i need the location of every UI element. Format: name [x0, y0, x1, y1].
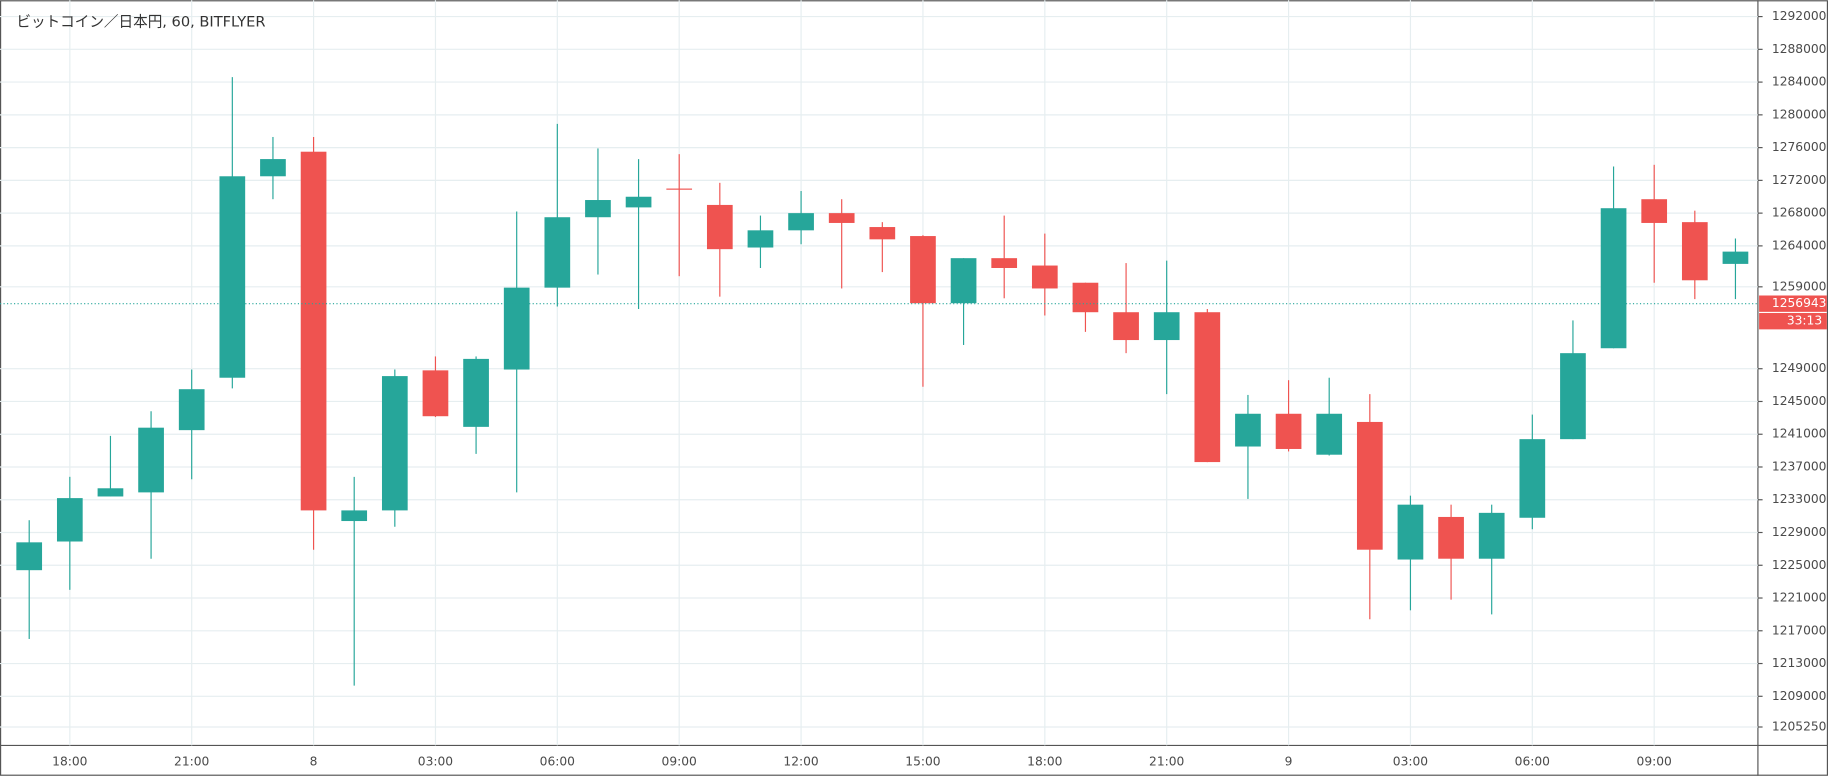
- candle-body: [1153, 312, 1180, 341]
- x-tick-label: 03:00: [418, 754, 453, 768]
- candle-body: [260, 159, 286, 177]
- candle-body: [381, 376, 408, 511]
- x-tick-label: 09:00: [1637, 754, 1672, 768]
- candle-body: [422, 370, 449, 417]
- x-tick-label: 21:00: [174, 754, 209, 768]
- chart-title: ビットコイン／日本円, 60, BITFLYER: [16, 13, 265, 30]
- candle-body: [788, 213, 814, 231]
- candle-body: [1194, 312, 1221, 463]
- y-tick-label: 1259000: [1772, 279, 1827, 293]
- x-tick-label: 9: [1285, 754, 1293, 768]
- y-tick-label: 1288000: [1772, 42, 1827, 56]
- candle-body: [1641, 199, 1668, 223]
- x-tick-label: 21:00: [1149, 754, 1184, 768]
- candle-body: [869, 227, 896, 240]
- y-tick-label: 1209000: [1772, 689, 1827, 703]
- candle-body: [1113, 312, 1139, 341]
- candles: [0, 77, 1758, 686]
- y-tick-label: 1237000: [1772, 459, 1827, 473]
- candle-body: [666, 188, 693, 190]
- y-tick-label: 1229000: [1772, 525, 1827, 539]
- x-tick-label: 15:00: [905, 754, 940, 768]
- candle-body: [300, 151, 327, 511]
- candle-body: [1600, 208, 1627, 349]
- y-tick-label: 1249000: [1772, 361, 1827, 375]
- candle-body: [1072, 282, 1099, 313]
- candle-body: [1722, 251, 1749, 264]
- y-tick-label: 1245000: [1772, 394, 1827, 408]
- grid: [0, 0, 1758, 746]
- candle-body: [706, 204, 733, 250]
- candle-body: [950, 258, 977, 304]
- candle-body: [1560, 353, 1586, 440]
- y-tick-label: 1213000: [1772, 656, 1827, 670]
- x-tick-label: 8: [310, 754, 318, 768]
- candle-body: [463, 358, 489, 427]
- candle-body: [625, 196, 652, 208]
- candle-body: [1316, 413, 1343, 455]
- candle-body: [219, 176, 246, 378]
- candle-body: [97, 488, 124, 497]
- y-tick-label: 1268000: [1772, 206, 1827, 220]
- candle-body: [178, 389, 205, 431]
- y-tick-label: 1233000: [1772, 492, 1827, 506]
- x-tick-label: 18:00: [52, 754, 87, 768]
- y-tick-label: 1221000: [1772, 591, 1827, 605]
- candle-body: [910, 236, 936, 304]
- countdown-label: 33:13: [1787, 314, 1822, 328]
- x-tick-label: 18:00: [1027, 754, 1062, 768]
- candle-body: [544, 217, 571, 288]
- candle-body: [1519, 439, 1546, 518]
- candle-body: [138, 427, 164, 493]
- axis-labels: 1292000 1288000 1284000 1280000 1276000 12720…: [52, 9, 1827, 768]
- candle-body: [503, 287, 530, 370]
- y-tick-label: 1225000: [1772, 558, 1827, 572]
- candle-body: [341, 510, 368, 522]
- candle-body: [1681, 222, 1708, 281]
- y-tick-label: 1264000: [1772, 238, 1827, 252]
- y-tick-label: 1284000: [1772, 75, 1827, 89]
- last-price-label: 1256943: [1772, 296, 1827, 310]
- candle-body: [991, 258, 1018, 268]
- countdown-tag: [1759, 313, 1827, 330]
- y-tick-label: 1292000: [1772, 9, 1827, 23]
- last-price-tag: [1759, 295, 1827, 312]
- candle-body: [56, 498, 83, 542]
- candle-body: [1275, 413, 1302, 449]
- y-tick-label: 1280000: [1772, 107, 1827, 121]
- y-tick-label: 1205250: [1772, 719, 1827, 733]
- candle-body: [16, 542, 43, 571]
- x-tick-label: 03:00: [1393, 754, 1428, 768]
- candle-body: [747, 230, 774, 248]
- x-tick-label: 12:00: [783, 754, 818, 768]
- candle-body: [1235, 413, 1261, 447]
- candle-body: [585, 200, 611, 218]
- x-tick-label: 09:00: [662, 754, 697, 768]
- candle-body: [1031, 265, 1058, 289]
- y-tick-label: 1217000: [1772, 623, 1827, 637]
- x-tick-label: 06:00: [540, 754, 575, 768]
- y-tick-label: 1272000: [1772, 173, 1827, 187]
- candle-body: [828, 213, 855, 223]
- y-tick-label: 1241000: [1772, 427, 1827, 441]
- candle-body: [1356, 421, 1383, 550]
- candle-body: [1397, 504, 1424, 560]
- y-tick-label: 1276000: [1772, 140, 1827, 154]
- candle-body: [1478, 512, 1505, 559]
- x-tick-label: 06:00: [1515, 754, 1550, 768]
- candle-body: [1438, 516, 1464, 559]
